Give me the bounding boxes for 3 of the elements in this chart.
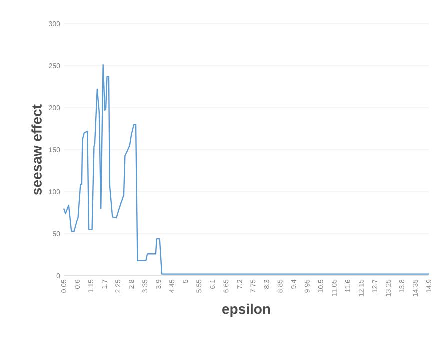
y-axis-title: seesaw effect xyxy=(32,104,42,196)
line-series xyxy=(63,64,430,275)
x-axis-title: epsilon xyxy=(222,304,270,317)
